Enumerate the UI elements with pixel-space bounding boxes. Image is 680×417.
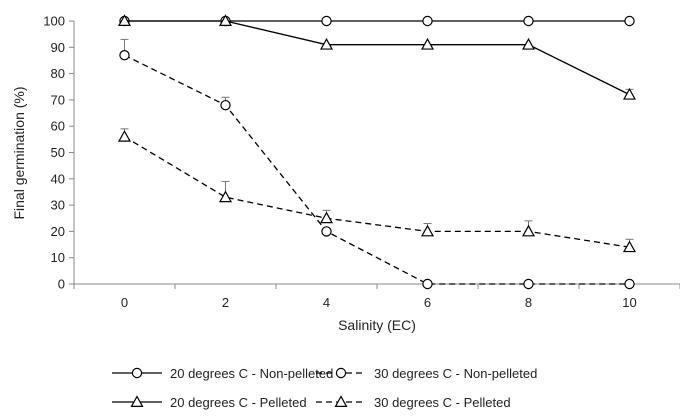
y-tick-label: 40 — [51, 171, 65, 186]
data-point — [117, 129, 132, 142]
y-tick-label: 20 — [51, 224, 65, 239]
plot-area: 0 10 20 30 40 50 60 70 80 90 100 0 2 4 6 8 10 — [43, 14, 680, 310]
x-tick-label: 8 — [525, 295, 532, 310]
y-tick-label: 80 — [51, 66, 65, 81]
y-tick-label: 10 — [51, 250, 65, 265]
legend-triangle-marker — [334, 395, 348, 407]
data-point — [422, 278, 433, 290]
data-point — [622, 87, 637, 100]
data-point — [420, 224, 435, 237]
legend-label: 30 degrees C - Non-pelleted — [374, 366, 537, 381]
data-point — [117, 14, 132, 26]
x-axis-title: Salinity (EC) — [338, 317, 416, 333]
data-point — [119, 49, 130, 61]
data-point — [319, 37, 334, 50]
legend: 20 degrees C - Non-pelleted 30 degrees C … — [112, 366, 537, 410]
data-point — [521, 224, 536, 237]
legend-item: 20 degrees C - Pelleted — [112, 395, 307, 410]
legend-label: 20 degrees C - Non-pelleted — [170, 366, 333, 381]
y-tick-label: 60 — [51, 119, 65, 134]
legend-triangle-marker — [130, 395, 144, 407]
y-tick-label: 0 — [58, 277, 65, 292]
data-point — [523, 278, 534, 290]
data-point — [624, 278, 635, 290]
data-point — [523, 15, 534, 27]
data-point — [218, 190, 233, 203]
legend-circle-marker — [335, 367, 347, 379]
x-tick-label: 6 — [424, 295, 431, 310]
series-3 — [117, 14, 637, 100]
x-tick-label: 0 — [121, 295, 128, 310]
data-point — [218, 14, 233, 26]
data-point — [521, 37, 536, 50]
legend-label: 30 degrees C - Pelleted — [374, 395, 511, 410]
x-tick-label: 2 — [222, 295, 229, 310]
data-point — [319, 211, 334, 224]
y-tick-label: 70 — [51, 92, 65, 107]
data-point — [220, 99, 231, 111]
legend-label: 20 degrees C - Pelleted — [170, 395, 307, 410]
y-tick-label: 30 — [51, 198, 65, 213]
series-4 — [117, 128, 637, 253]
series-line — [124, 20, 630, 96]
y-tick-label: 50 — [51, 145, 65, 160]
data-point — [420, 37, 435, 50]
legend-item: 30 degrees C - Non-pelleted — [316, 366, 537, 381]
data-point — [622, 240, 637, 253]
legend-item: 20 degrees C - Non-pelleted — [112, 366, 333, 381]
y-tick-label: 100 — [43, 14, 65, 29]
series-line — [124, 136, 630, 248]
y-axis-title: Final germination (%) — [11, 86, 27, 219]
legend-circle-marker — [131, 367, 143, 379]
data-point — [624, 15, 635, 27]
series-line — [124, 54, 630, 285]
x-tick-label: 4 — [323, 295, 330, 310]
x-tick-label: 10 — [622, 295, 636, 310]
y-tick-label: 90 — [51, 40, 65, 55]
data-point — [321, 226, 332, 237]
data-point — [321, 15, 332, 27]
series-2 — [119, 38, 635, 290]
legend-item: 30 degrees C - Pelleted — [316, 395, 511, 410]
data-point — [422, 15, 433, 27]
